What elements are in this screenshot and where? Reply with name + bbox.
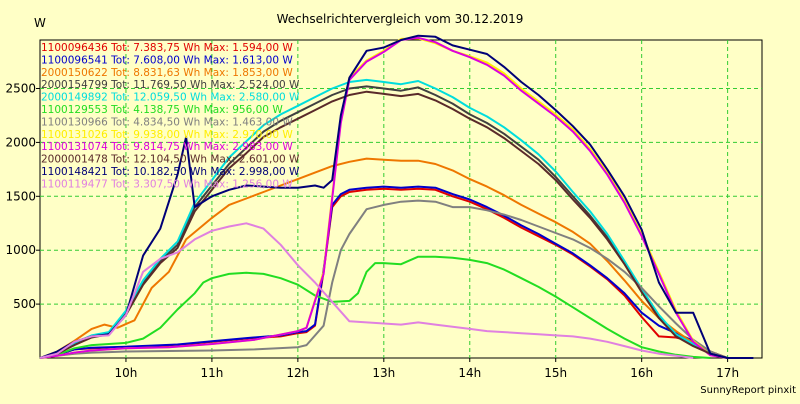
legend-entry: 1100148421 Tot: 10.182,50 Wh Max: 2.998,… [41,166,300,178]
legend-entry: 1100130966 Tot: 4.834,50 Wh Max: 1.463,0… [41,116,293,128]
series-line-5 [39,78,728,359]
y-axis-ticks: 500 1000 1500 2000 2500 [5,82,40,311]
chart-title: Wechselrichtervergleich vom 30.12.2019 [277,12,524,26]
legend-entry: 1100096541 Tot: 7.608,00 Wh Max: 1.613,0… [41,54,293,66]
legend-entry: 1100129553 Tot: 4.138,75 Wh Max: 956,00 … [41,104,283,116]
footer-credit: SunnyReport pinxit [700,385,796,396]
y-tick-label: 2500 [5,82,36,96]
legend-entry: 1100119477 Tot: 3.307,50 Wh Max: 1.256,0… [41,178,293,190]
x-axis-ticks: 10h 11h 12h 13h 14h 15h 16h 17h [115,358,739,380]
legend-entry: 1100131026 Tot: 9.938,00 Wh Max: 2.970,0… [41,129,293,141]
x-tick-label: 17h [716,366,739,380]
series-lines [39,34,754,359]
legend-entry: 1100096436 Tot: 7.383,75 Wh Max: 1.594,0… [41,42,293,54]
series-line-6 [39,255,711,359]
x-tick-label: 15h [544,366,567,380]
x-tick-label: 11h [200,366,223,380]
series-line-10 [39,90,728,359]
series-line-4 [39,85,728,359]
legend-entry: 2000150622 Tot: 8.831,63 Wh Max: 1.853,0… [41,67,293,79]
y-axis-label: W [34,16,46,30]
legend-entry: 2000001478 Tot: 12.104,50 Wh Max: 2.601,… [41,154,300,166]
series-line-7 [39,199,728,359]
series-line-12 [39,222,694,359]
x-tick-label: 14h [458,366,481,380]
legend: 1100096436 Tot: 7.383,75 Wh Max: 1.594,0… [41,42,300,190]
series-line-3 [39,157,728,359]
series-line-9 [39,36,728,359]
y-tick-label: 500 [13,297,36,311]
y-tick-label: 2000 [5,135,36,149]
x-tick-label: 12h [286,366,309,380]
series-line-2 [39,185,728,359]
legend-entry: 2000154799 Tot: 11.769,50 Wh Max: 2.524,… [41,79,300,91]
x-tick-label: 13h [372,366,395,380]
x-tick-label: 10h [115,366,138,380]
legend-entry: 2000149892 Tot: 12.059,50 Wh Max: 2.580,… [41,92,300,104]
legend-entry: 1100131074 Tot: 9.814,75 Wh Max: 2.983,0… [41,141,293,153]
x-tick-label: 16h [630,366,653,380]
y-tick-label: 1500 [5,189,36,203]
y-tick-label: 1000 [5,243,36,257]
series-line-11 [39,34,754,359]
